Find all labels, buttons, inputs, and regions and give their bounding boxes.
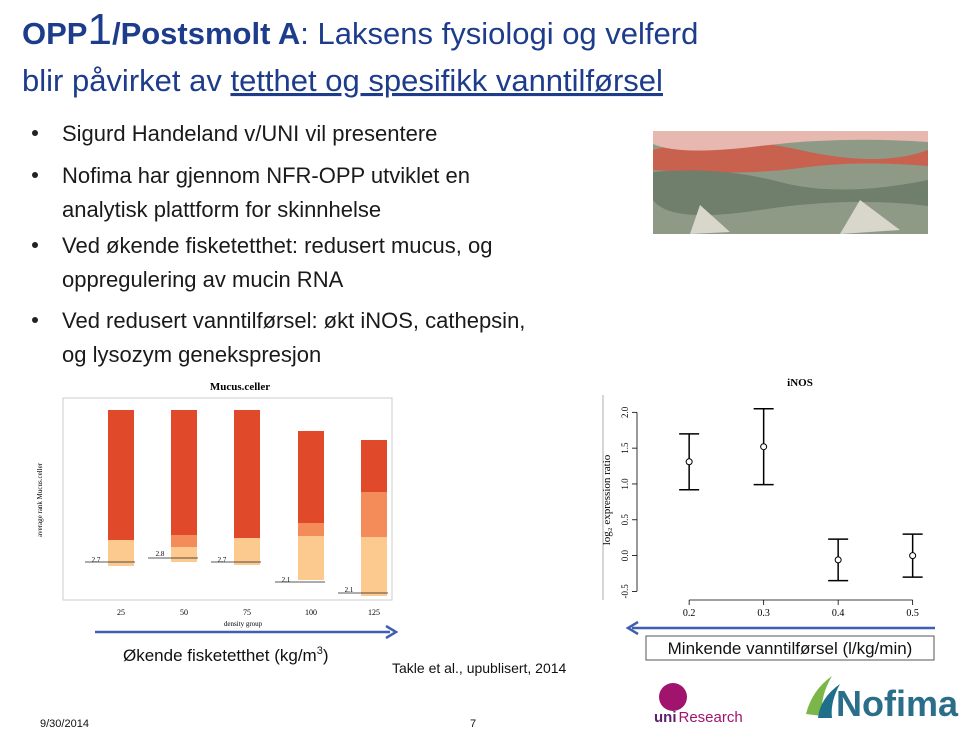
caption-part: 3 <box>317 645 323 657</box>
y-tick-label: 2.0 <box>620 406 630 418</box>
title-part: 1 <box>87 5 111 54</box>
caption-part: ) <box>323 646 329 665</box>
uni-logo: uni Research <box>654 683 743 726</box>
point <box>834 556 842 564</box>
point <box>760 443 768 451</box>
title-line1: OPP1/Postsmolt A: Laksens fysiologi og v… <box>22 5 698 54</box>
logo-part: uni <box>654 709 677 726</box>
inos-chart: iNOS log₂ expression ratio -0.5 0.0 0.5 1.0… <box>601 377 923 619</box>
bullet-dot <box>32 317 38 323</box>
bar-label: 2.1 <box>282 576 291 584</box>
title-part: blir påvirket av <box>22 63 230 98</box>
bullet-text: analytisk plattform for skinnhelse <box>62 197 381 222</box>
y-label: log₂ expression ratio <box>601 454 613 545</box>
bar-label: 2.8 <box>156 550 165 558</box>
x-tick-label: 0.4 <box>832 608 845 619</box>
caption-flow: Minkende vanntilførsel (l/kg/min) <box>668 639 913 658</box>
logo-part: Research <box>679 709 743 726</box>
bullet-text: Nofima har gjennom NFR-OPP utviklet en <box>62 163 470 188</box>
caption-part: Økende fisketetthet (kg/m <box>123 646 317 665</box>
bar-label: 2.1 <box>345 586 354 594</box>
caption-density: Økende fisketetthet (kg/m3) <box>123 645 329 665</box>
title-part: OPP <box>22 16 87 51</box>
logo-text: uni Research <box>654 709 743 726</box>
y-tick-label: 1.5 <box>620 442 630 454</box>
y-tick-label: 1.0 <box>620 478 630 490</box>
title-line2: blir påvirket av tetthet og spesifikk va… <box>22 63 663 98</box>
y-label: average rank Mucus.celler <box>36 462 44 537</box>
bullet-text: oppregulering av mucin RNA <box>62 267 344 292</box>
title-part: /Postsmolt A <box>112 16 300 51</box>
caption-source: Takle et al., upublisert, 2014 <box>392 660 567 676</box>
bullet-text: Sigurd Handeland v/UNI vil presentere <box>62 121 437 146</box>
bullet-dot <box>32 242 38 248</box>
x-label: density group <box>224 620 263 628</box>
bullet-dot <box>32 172 38 178</box>
bar-label: 2.7 <box>92 556 101 564</box>
figure-title: Mucus.celler <box>210 381 270 393</box>
x-tick-label: 0.5 <box>906 608 919 619</box>
footer-date: 9/30/2014 <box>40 718 89 730</box>
y-tick-label: -0.5 <box>620 584 630 599</box>
logo-text: Nofima <box>836 683 959 724</box>
x-tick-label: 125 <box>368 608 380 617</box>
mucus-figure: Mucus.celler average rank Mucus.celler 2… <box>36 381 393 628</box>
bullet-list: Sigurd Handeland v/UNI vil presentere No… <box>32 121 525 367</box>
title-part: tetthet og spesifikk vanntilførsel <box>230 63 662 98</box>
y-tick-label: 0.0 <box>620 549 630 561</box>
x-tick-label: 0.2 <box>683 608 696 619</box>
point <box>909 552 917 560</box>
x-tick-label: 25 <box>117 608 125 617</box>
arrows <box>95 620 935 640</box>
point <box>685 458 693 466</box>
title-part: : Laksens fysiologi og velferd <box>300 16 698 51</box>
bullet-text: og lysozym genekspresjon <box>62 342 321 367</box>
x-tick-label: 100 <box>305 608 317 617</box>
x-tick-label: 75 <box>243 608 251 617</box>
bullet-dot <box>32 130 38 136</box>
bullet-text: Ved økende fisketetthet: redusert mucus,… <box>62 233 492 258</box>
y-tick-label: 0.5 <box>620 514 630 526</box>
caption-box <box>645 635 935 661</box>
bullet-text: Ved redusert vanntilførsel: økt iNOS, ca… <box>62 308 525 333</box>
chart-title: iNOS <box>787 377 813 389</box>
histology-image <box>653 131 928 234</box>
x-tick-label: 50 <box>180 608 188 617</box>
x-tick-label: 0.3 <box>757 608 770 619</box>
nofima-logo: Nofima <box>806 676 959 724</box>
bar-label: 2.7 <box>218 556 227 564</box>
footer-page: 7 <box>470 718 476 730</box>
